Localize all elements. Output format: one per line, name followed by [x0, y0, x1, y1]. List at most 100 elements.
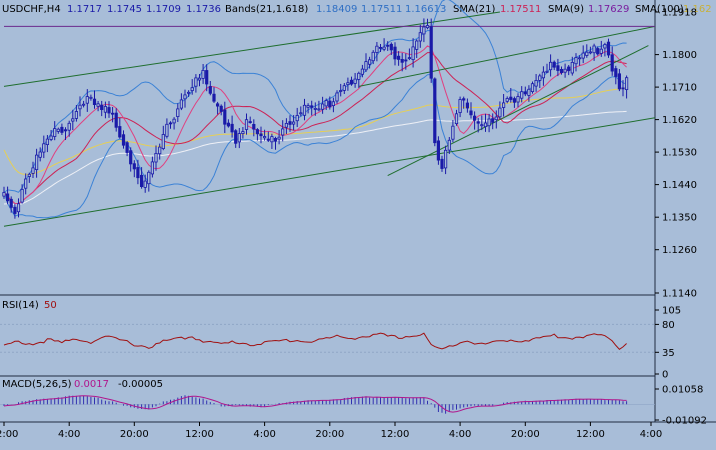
candle-body: [45, 138, 50, 146]
candle-body: [371, 51, 375, 62]
candle-body: [447, 139, 451, 151]
candle-body: [498, 107, 502, 118]
candle-body: [501, 102, 506, 108]
candle-body: [429, 26, 433, 79]
candle-body: [393, 46, 397, 60]
candle-body: [436, 140, 441, 161]
candle-body: [617, 73, 622, 90]
rsi-panel: [0, 323, 655, 353]
macd-header: MACD(5,26,5) 0.0017 -0.00005: [2, 379, 163, 390]
candle-body: [172, 118, 176, 124]
candle-body: [346, 82, 350, 85]
candle-body: [494, 116, 498, 121]
candle-body: [208, 86, 212, 94]
price-tick-label: 1.1140: [662, 289, 697, 300]
candle-body: [541, 71, 546, 79]
symbol-label: USDCHF,H4: [2, 4, 61, 15]
candle-body: [20, 188, 24, 203]
bands-lower: 1.16613: [405, 4, 446, 15]
rsi-header: RSI(14) 50: [2, 300, 57, 311]
time-tick-label: 4:00: [449, 429, 471, 440]
trend-lower-line: [3, 117, 656, 227]
candle-body: [339, 90, 343, 92]
candle-body: [176, 108, 180, 118]
candle-body: [552, 61, 556, 68]
candle-body: [241, 131, 245, 135]
candle-body: [89, 96, 93, 99]
candle-body: [139, 174, 144, 188]
candle-body: [483, 122, 488, 127]
sma100-line: [3, 87, 627, 175]
candle-body: [273, 137, 278, 142]
macd-value-main: 0.0017: [74, 379, 109, 390]
time-tick-label: 20:00: [120, 429, 149, 440]
candle-body: [411, 46, 415, 61]
candle-body: [284, 123, 289, 128]
candle-body: [56, 128, 60, 132]
candle-body: [82, 103, 86, 106]
candle-body: [433, 78, 437, 144]
candle-body: [476, 121, 480, 124]
candle-body: [472, 115, 477, 121]
candle-body: [35, 154, 39, 171]
candle-body: [9, 198, 13, 208]
candle-body: [509, 96, 513, 100]
candle-body: [78, 104, 82, 110]
candle-body: [255, 129, 260, 135]
candle-body: [85, 96, 89, 104]
candle-body: [262, 136, 267, 139]
candle-body: [367, 59, 372, 65]
candle-body: [588, 51, 593, 54]
time-tick-label: 4:00: [640, 429, 662, 440]
sma100-value: 1.162: [683, 4, 712, 15]
candle-body: [161, 134, 165, 150]
candle-body: [360, 68, 365, 75]
candle-body: [317, 108, 321, 111]
candle-body: [190, 87, 194, 91]
candle-body: [219, 105, 223, 112]
candle-body: [574, 57, 578, 65]
rsi-line: [3, 332, 627, 350]
candle-body: [491, 118, 495, 123]
candle-body: [570, 62, 574, 74]
time-tick-label: 4:00: [253, 429, 275, 440]
candle-body: [549, 61, 553, 71]
candle-body: [418, 32, 422, 42]
candle-body: [2, 192, 6, 197]
candle-body: [567, 66, 571, 72]
candle-body: [270, 136, 274, 143]
candle-body: [6, 193, 10, 202]
candle-body: [559, 69, 564, 74]
price-tick-label: 1.1918: [662, 8, 697, 19]
candle-body: [378, 47, 383, 49]
candle-body: [136, 167, 140, 179]
candle-body: [132, 163, 136, 170]
candle-body: [107, 107, 111, 114]
candle-body: [302, 104, 307, 116]
candle-body: [150, 161, 154, 175]
candle-body: [38, 151, 42, 158]
candle-body: [331, 101, 336, 107]
candle-body: [197, 77, 202, 81]
candle-body: [610, 54, 614, 72]
candle-body: [165, 123, 169, 137]
candle-body: [63, 129, 68, 132]
candle-body: [585, 51, 589, 56]
candle-body: [469, 110, 473, 116]
candle-body: [42, 143, 46, 153]
candle-body: [578, 57, 582, 60]
candle-body: [516, 96, 520, 103]
candles: [2, 18, 629, 219]
candle-body: [194, 77, 198, 87]
candle-body: [505, 98, 509, 102]
candle-body: [375, 45, 379, 53]
bands-label: Bands(21,1.618): [225, 4, 308, 15]
candle-body: [24, 178, 28, 189]
rsi-tick-label: 105: [662, 306, 681, 317]
candle-body: [49, 135, 53, 140]
sma21-line: [3, 52, 627, 205]
macd-tick-label: -0.01092: [662, 416, 707, 427]
price-tick-label: 1.1800: [662, 50, 697, 61]
candle-body: [389, 43, 393, 51]
candle-body: [226, 122, 230, 127]
